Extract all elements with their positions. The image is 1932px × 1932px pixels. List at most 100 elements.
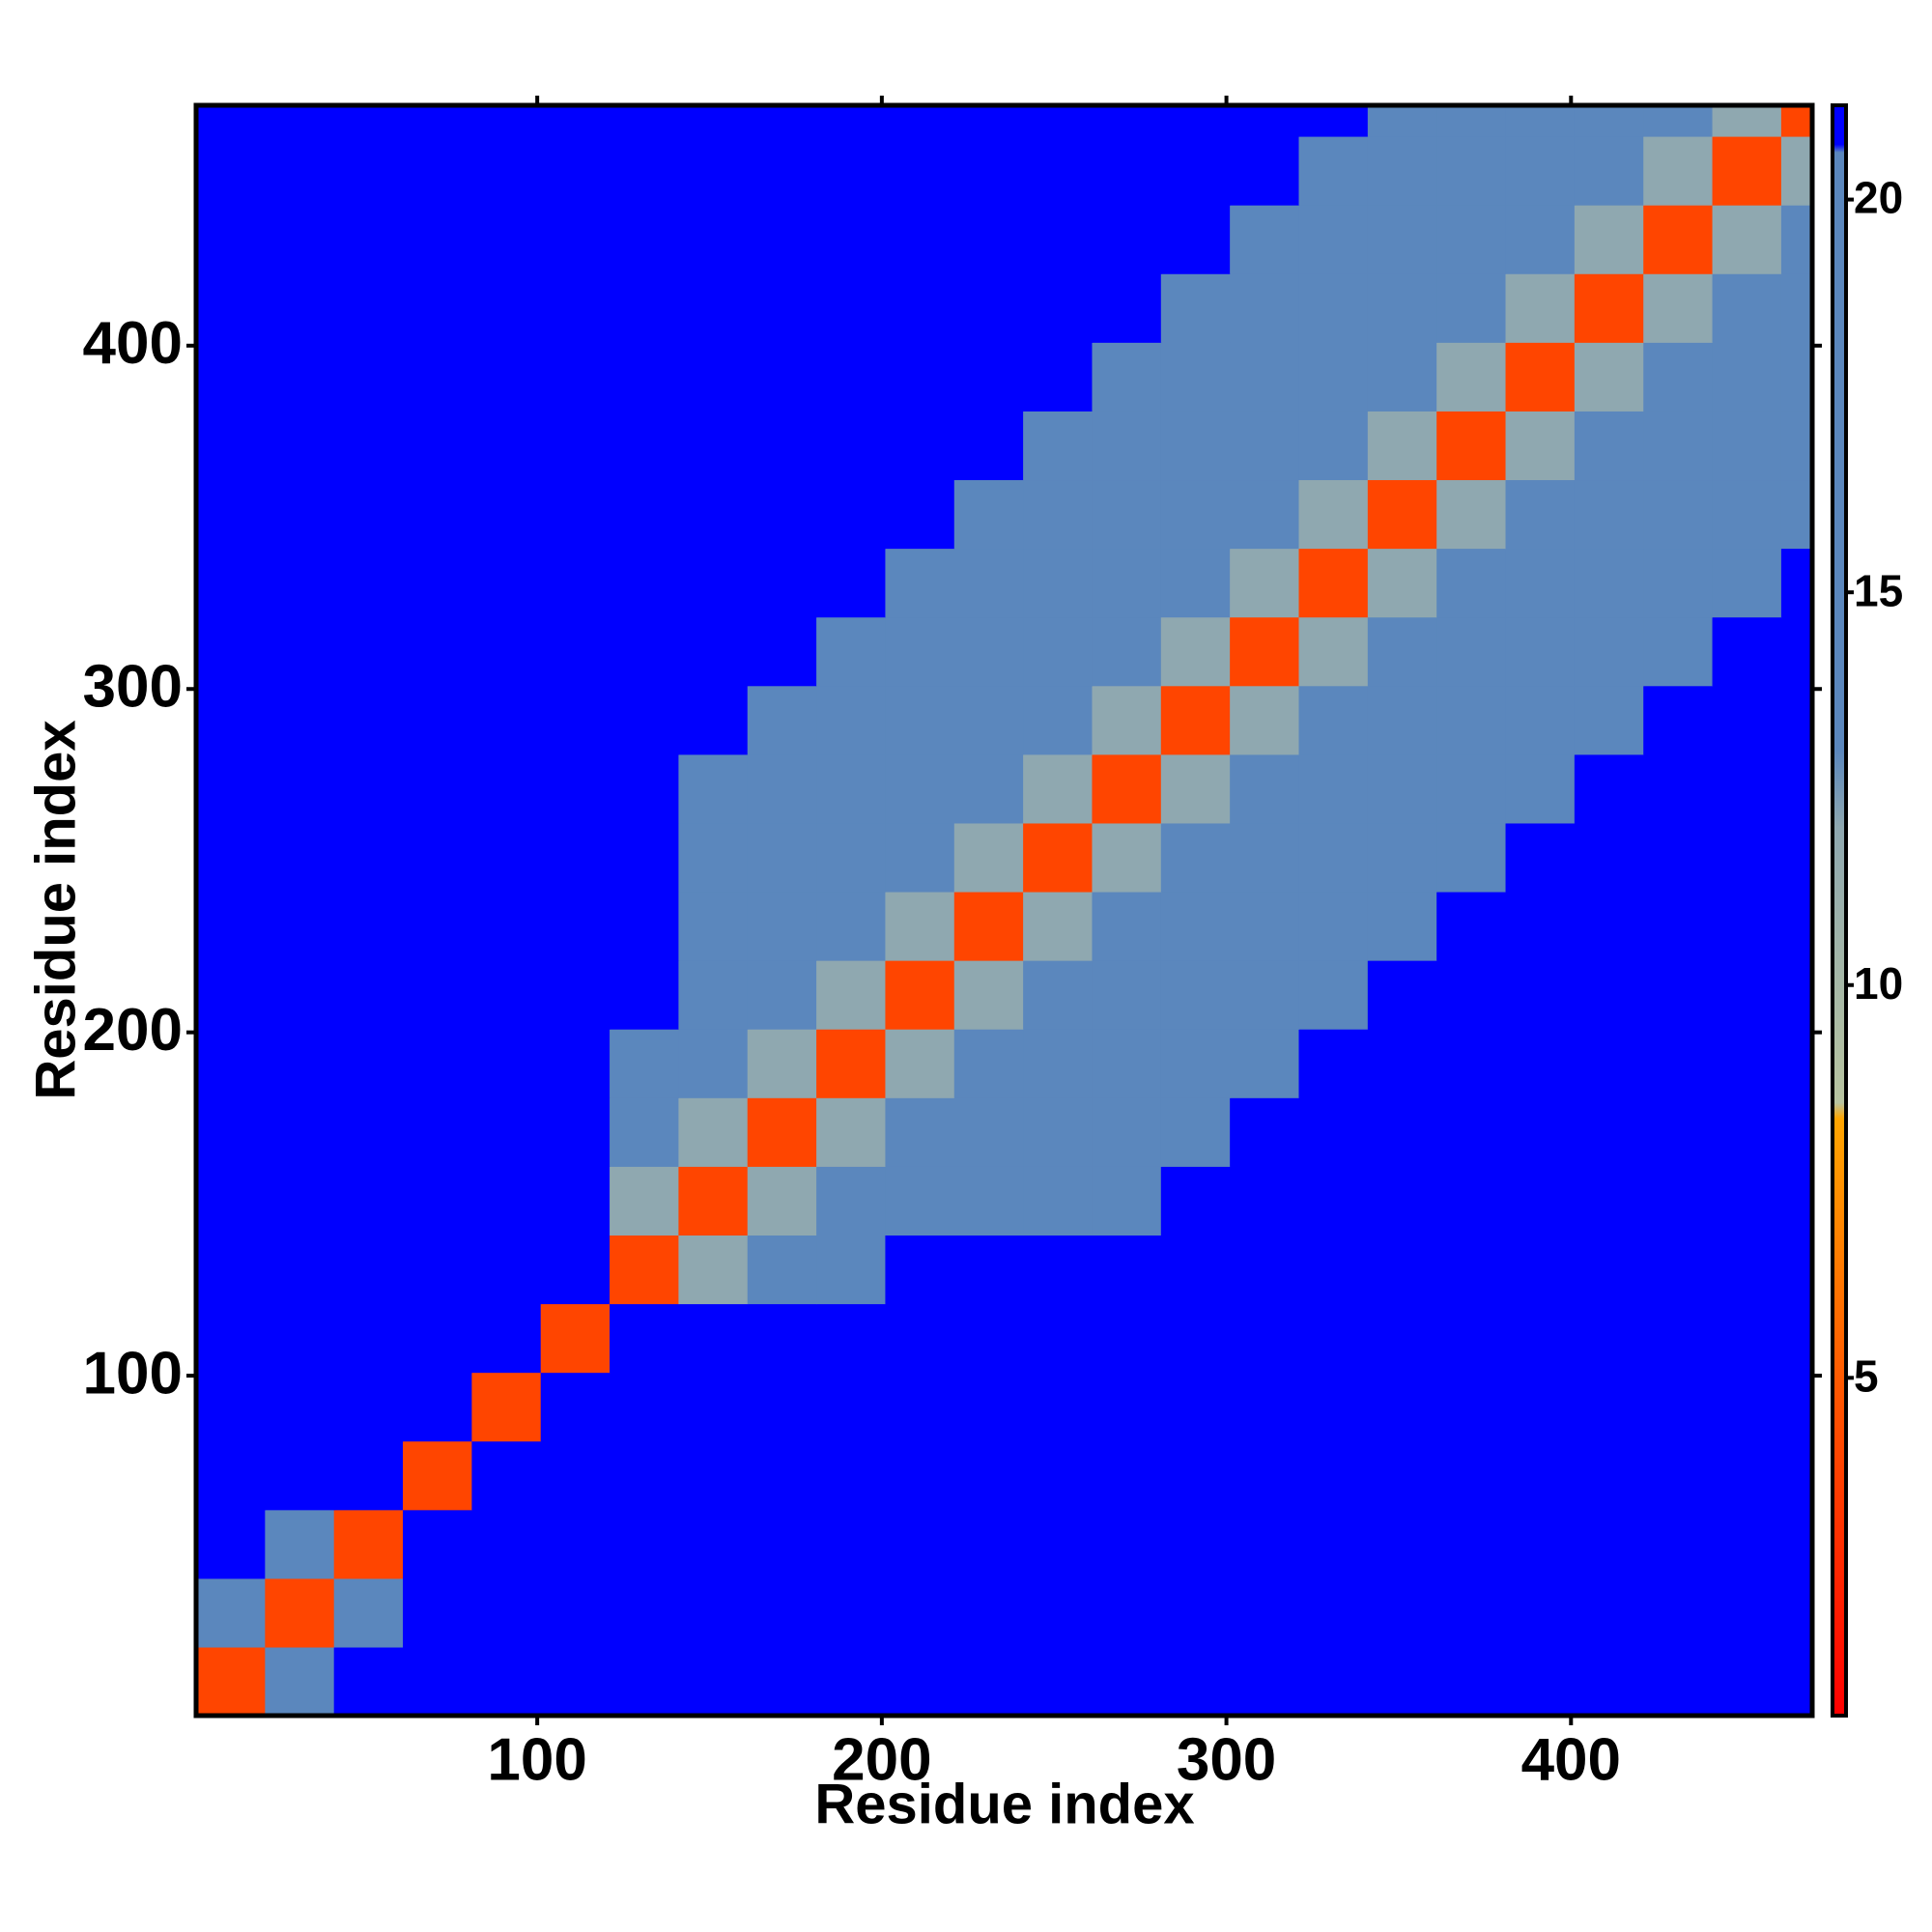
heatmap-cell (1230, 273, 1300, 343)
heatmap-cell (1505, 342, 1576, 412)
heatmap-cell (196, 342, 266, 412)
heatmap-cell (1574, 205, 1644, 274)
heatmap-cell (1230, 1166, 1300, 1236)
heatmap-cell (953, 1440, 1024, 1511)
heatmap-cell (1643, 105, 1714, 137)
heatmap-cell (678, 479, 749, 550)
y-tick-label: 200 (83, 997, 183, 1064)
heatmap-cell (403, 105, 472, 137)
heatmap-cell (1023, 616, 1094, 687)
heatmap-cell (403, 548, 472, 618)
heatmap-cell (540, 960, 611, 1030)
heatmap-cell (333, 753, 404, 824)
heatmap-cell (1712, 1303, 1782, 1374)
heatmap-cell (1505, 1029, 1576, 1098)
heatmap-cell (678, 105, 749, 137)
heatmap-cell (1230, 822, 1300, 893)
heatmap-cell (747, 616, 817, 687)
heatmap-cell (1367, 822, 1437, 893)
heatmap-cell (265, 616, 335, 687)
heatmap-cell (1574, 685, 1644, 755)
heatmap-cell (1160, 1372, 1231, 1442)
heatmap-cell (403, 753, 472, 824)
heatmap-cell (540, 822, 611, 893)
heatmap-cell (1643, 1372, 1714, 1442)
heatmap-cell (1023, 1097, 1094, 1167)
heatmap-cell (1092, 1235, 1162, 1305)
heatmap-cell (196, 1646, 266, 1717)
heatmap-cell (678, 1646, 749, 1717)
heatmap-cell (1092, 1097, 1162, 1167)
heatmap-cell (885, 1235, 955, 1305)
heatmap-cell (1505, 548, 1576, 618)
heatmap-cell (540, 411, 611, 481)
y-tick-label: 100 (83, 1340, 183, 1406)
heatmap-cell (265, 1097, 335, 1167)
heatmap-cell (1023, 1372, 1094, 1442)
heatmap-cell (1160, 1303, 1231, 1374)
heatmap-cell (1643, 548, 1714, 618)
heatmap-cell (1574, 105, 1644, 137)
heatmap-cell (196, 479, 266, 550)
heatmap-cell (1574, 342, 1644, 412)
heatmap-cell (610, 1372, 680, 1442)
heatmap-cell (1230, 753, 1300, 824)
heatmap-cell (540, 1235, 611, 1305)
colorbar-tick-label: 5 (1854, 1350, 1879, 1401)
heatmap-cell (953, 822, 1024, 893)
heatmap-cell (1505, 205, 1576, 274)
colorbar-tick-label: 15 (1854, 565, 1903, 615)
heatmap-cell (953, 753, 1024, 824)
heatmap-cell (610, 1029, 680, 1098)
heatmap-cell (1298, 1646, 1369, 1717)
heatmap-cell (540, 1303, 611, 1374)
heatmap-cell (816, 135, 887, 206)
heatmap-cell (471, 342, 542, 412)
heatmap-cell (953, 205, 1024, 274)
heatmap-cell (953, 1097, 1024, 1167)
heatmap-cell (1230, 1440, 1300, 1511)
heatmap-cell (953, 1303, 1024, 1374)
heatmap-cell (1505, 753, 1576, 824)
heatmap-cell (333, 135, 404, 206)
heatmap-cell (403, 1509, 472, 1579)
heatmap-cell (333, 1097, 404, 1167)
heatmap-cell (471, 822, 542, 893)
heatmap-cell (1023, 1029, 1094, 1098)
heatmap-cell (471, 960, 542, 1030)
heatmap-cell (540, 135, 611, 206)
heatmap-cell (1160, 960, 1231, 1030)
heatmap-cell (1436, 1646, 1507, 1717)
heatmap-cell (1160, 1029, 1231, 1098)
axes: 100 200 300 400 100 200 300 400 5 10 15 20 (83, 96, 1903, 1793)
heatmap-cell (333, 1166, 404, 1236)
heatmap-cell (1023, 479, 1094, 550)
heatmap-cell (540, 548, 611, 618)
heatmap-cell (610, 135, 680, 206)
heatmap-cell (1780, 1372, 1813, 1442)
heatmap-cell (1436, 479, 1507, 550)
heatmap-cell (333, 822, 404, 893)
heatmap-cell (1298, 1577, 1369, 1648)
heatmap-cell (1505, 411, 1576, 481)
heatmap-cell (816, 822, 887, 893)
heatmap-cell (265, 753, 335, 824)
heatmap-cell (678, 1440, 749, 1511)
heatmap-cell (610, 753, 680, 824)
heatmap-cell (610, 1235, 680, 1305)
heatmap-cell (265, 479, 335, 550)
heatmap-cell (1367, 1097, 1437, 1167)
heatmap-cell (953, 1372, 1024, 1442)
heatmap-cell (540, 105, 611, 137)
y-tick-label: 300 (83, 654, 183, 721)
heatmap-cell (196, 1440, 266, 1511)
heatmap-cell (196, 205, 266, 274)
heatmap-cell (610, 685, 680, 755)
heatmap-cell (953, 891, 1024, 961)
heatmap-cell (471, 273, 542, 343)
heatmap-cell (1092, 479, 1162, 550)
heatmap-cell (610, 616, 680, 687)
heatmap-cell (1160, 1440, 1231, 1511)
heatmap-cell (953, 1577, 1024, 1648)
heatmap-cell (1712, 685, 1782, 755)
